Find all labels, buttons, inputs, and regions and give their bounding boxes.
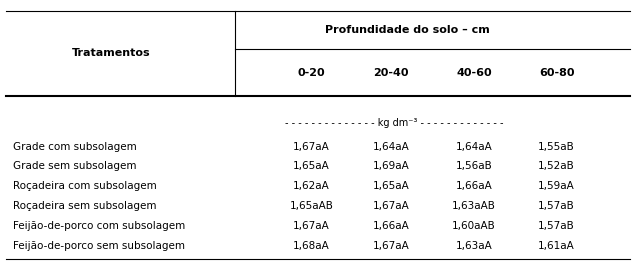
Text: 1,63aA: 1,63aA: [455, 241, 492, 251]
Text: 1,57aB: 1,57aB: [538, 221, 575, 231]
Text: 20-40: 20-40: [373, 68, 409, 78]
Text: 1,64aA: 1,64aA: [373, 142, 410, 152]
Text: 1,55aB: 1,55aB: [538, 142, 575, 152]
Text: 1,67aA: 1,67aA: [293, 142, 330, 152]
Text: 1,65aAB: 1,65aAB: [290, 201, 333, 211]
Text: 1,67aA: 1,67aA: [293, 221, 330, 231]
Text: 1,67aA: 1,67aA: [373, 201, 410, 211]
Text: 1,68aA: 1,68aA: [293, 241, 330, 251]
Text: 1,57aB: 1,57aB: [538, 201, 575, 211]
Text: 1,67aA: 1,67aA: [373, 241, 410, 251]
Text: 0-20: 0-20: [298, 68, 326, 78]
Text: 1,52aB: 1,52aB: [538, 161, 575, 171]
Text: 1,64aA: 1,64aA: [455, 142, 492, 152]
Text: Tratamentos: Tratamentos: [72, 49, 151, 58]
Text: 1,66aA: 1,66aA: [455, 181, 492, 191]
Text: Feijão-de-porco sem subsolagem: Feijão-de-porco sem subsolagem: [13, 241, 184, 251]
Text: Roçadeira com subsolagem: Roçadeira com subsolagem: [13, 181, 156, 191]
Text: 1,69aA: 1,69aA: [373, 161, 410, 171]
Text: Feijão-de-porco com subsolagem: Feijão-de-porco com subsolagem: [13, 221, 185, 231]
Text: 40-60: 40-60: [456, 68, 492, 78]
Text: Profundidade do solo – cm: Profundidade do solo – cm: [324, 25, 490, 35]
Text: 60-80: 60-80: [539, 68, 574, 78]
Text: - - - - - - - - - - - - - - kg dm⁻³ - - - - - - - - - - - - -: - - - - - - - - - - - - - - kg dm⁻³ - - …: [285, 118, 504, 128]
Text: 1,65aA: 1,65aA: [293, 161, 330, 171]
Text: Roçadeira sem subsolagem: Roçadeira sem subsolagem: [13, 201, 156, 211]
Text: 1,61aA: 1,61aA: [538, 241, 575, 251]
Text: 1,56aB: 1,56aB: [455, 161, 492, 171]
Text: 1,60aAB: 1,60aAB: [452, 221, 495, 231]
Text: Grade sem subsolagem: Grade sem subsolagem: [13, 161, 136, 171]
Text: Grade com subsolagem: Grade com subsolagem: [13, 142, 137, 152]
Text: 1,65aA: 1,65aA: [373, 181, 410, 191]
Text: 1,62aA: 1,62aA: [293, 181, 330, 191]
Text: 1,66aA: 1,66aA: [373, 221, 410, 231]
Text: 1,63aAB: 1,63aAB: [452, 201, 495, 211]
Text: 1,59aA: 1,59aA: [538, 181, 575, 191]
